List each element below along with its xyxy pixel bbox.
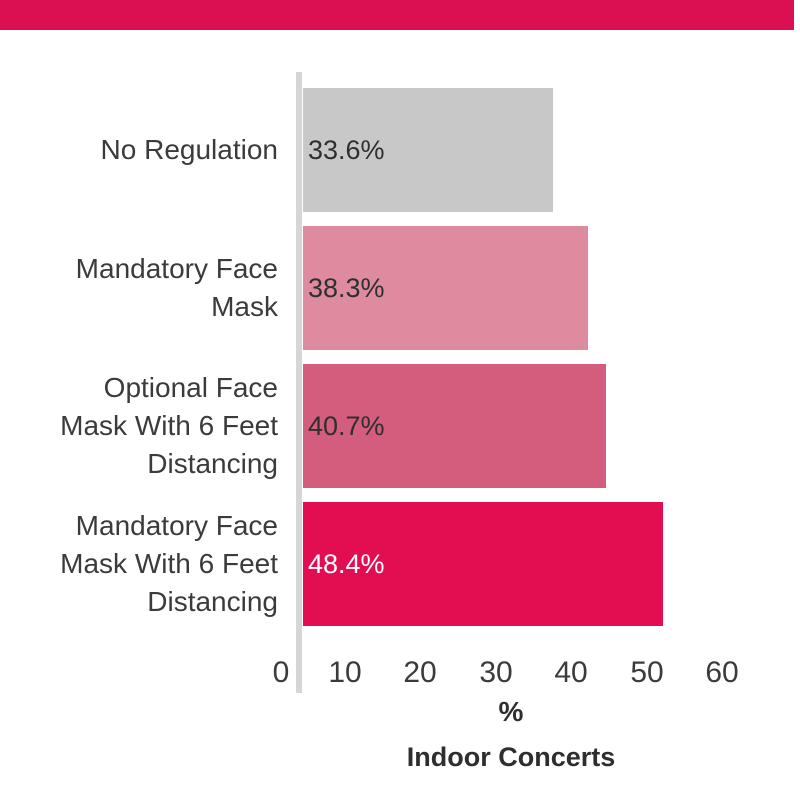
x-tick-20: 20 — [403, 656, 437, 689]
bar-value-label: 48.4% — [308, 548, 385, 579]
top-accent-progress-bar — [0, 0, 794, 30]
category-label-3: Mandatory Face Mask With 6 Feet Distancing — [30, 507, 278, 621]
category-label-line: Optional Face — [103, 372, 278, 403]
category-label-line: Mask With 6 Feet — [60, 548, 278, 579]
category-label-line: Mandatory Face — [75, 253, 278, 284]
category-label-0: No Regulation — [30, 131, 278, 169]
category-label-line: Distancing — [147, 586, 278, 617]
category-label-1: Mandatory Face Mask — [30, 250, 278, 326]
x-axis-unit-label: % — [498, 696, 524, 727]
x-tick-10: 10 — [328, 656, 362, 689]
bar-1 — [303, 226, 588, 350]
x-tick-50: 50 — [630, 656, 664, 689]
category-label-line: Mask With 6 Feet — [60, 410, 278, 441]
category-label-line: Mandatory Face — [75, 510, 278, 541]
bar-2 — [303, 364, 606, 488]
bar-value-label: 33.6% — [308, 134, 385, 165]
x-tick-30: 30 — [479, 656, 513, 689]
x-tick-0: 0 — [272, 656, 290, 689]
category-label-2: Optional Face Mask With 6 Feet Distancing — [30, 369, 278, 483]
x-tick-40: 40 — [554, 656, 588, 689]
bar-3 — [303, 502, 663, 626]
category-label-line: No Regulation — [100, 134, 278, 165]
bar-0 — [303, 88, 553, 212]
y-axis-baseline — [296, 72, 302, 693]
x-axis-title-indoor-concerts: Indoor Concerts — [406, 742, 616, 772]
category-label-line: Mask — [211, 291, 278, 322]
category-label-line: Distancing — [147, 448, 278, 479]
bar-value-label: 38.3% — [308, 272, 385, 303]
x-tick-60: 60 — [705, 656, 739, 689]
bar-value-label: 40.7% — [308, 410, 385, 441]
